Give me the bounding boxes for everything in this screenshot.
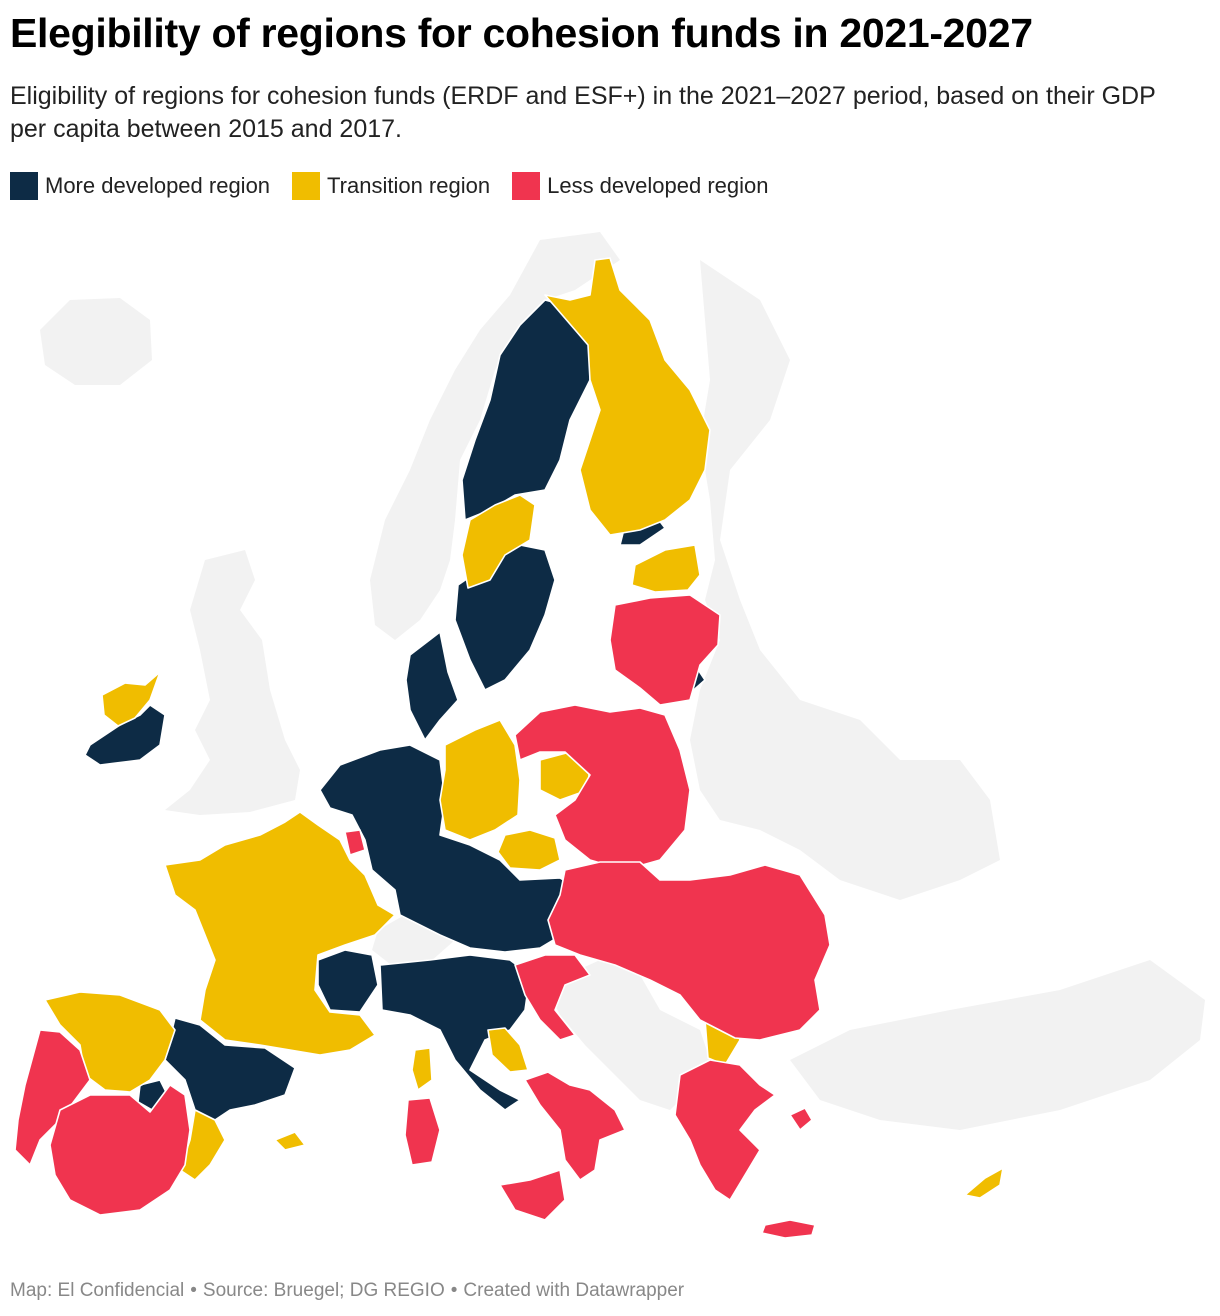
northern-ireland-region xyxy=(101,671,161,727)
finland-region xyxy=(544,257,711,536)
map-title: Elegibility of regions for cohesion fund… xyxy=(10,10,1033,56)
legend: More developed region Transition region … xyxy=(10,172,790,200)
norway-shape xyxy=(370,232,620,640)
slovakia-hungary-romania-region xyxy=(547,861,831,1041)
legend-item-transition: Transition region xyxy=(292,172,490,200)
cyprus-region xyxy=(964,1167,1004,1199)
less-developed-regions xyxy=(14,594,831,1239)
greece-region xyxy=(674,1059,776,1201)
europe-map xyxy=(14,232,1205,1239)
map-subtitle: Eligibility of regions for cohesion fund… xyxy=(10,82,1156,143)
latvia-lithuania-region xyxy=(609,594,721,706)
denmark-region xyxy=(405,631,459,741)
non-eu-land xyxy=(40,232,1205,1130)
balearic-region xyxy=(274,1131,306,1151)
eastern-germany-region xyxy=(439,719,521,841)
abruzzo-region xyxy=(487,1027,529,1073)
crete-region xyxy=(761,1219,816,1239)
sardinia-region xyxy=(404,1097,441,1166)
footer: Map: El Confidencial • Source: Bruegel; DG… xyxy=(10,1280,684,1302)
southern-italy-region xyxy=(524,1071,626,1181)
russia-belarus-ukraine-shape xyxy=(690,260,1000,900)
croatia-region xyxy=(514,954,591,1041)
corsica-region xyxy=(411,1047,433,1091)
balkans-shape xyxy=(545,960,710,1110)
sicily-region xyxy=(499,1169,566,1221)
legend-swatch-less-developed xyxy=(512,172,541,200)
footer-separator: • xyxy=(450,1280,458,1301)
turkey-shape xyxy=(790,960,1205,1130)
estonia-region xyxy=(631,544,701,593)
legend-label: Transition region xyxy=(327,173,491,198)
czechia-region xyxy=(497,829,561,871)
southern-spain-region xyxy=(49,1084,191,1216)
legend-swatch-more-developed xyxy=(10,172,38,200)
west-bohemia-region xyxy=(344,829,366,856)
footer-separator: • xyxy=(190,1280,197,1301)
footer-created-with: Created with Datawrapper xyxy=(463,1280,685,1301)
legend-swatch-transition xyxy=(292,172,321,200)
rhone-alpes-region xyxy=(317,949,379,1013)
central-sweden-region xyxy=(461,494,536,589)
aegean-islands-region xyxy=(789,1107,813,1131)
great-britain-shape xyxy=(165,550,300,815)
catalonia-aragon-region xyxy=(164,1017,296,1121)
footer-source: Source: Bruegel; DG REGIO xyxy=(202,1280,445,1301)
legend-item-more-developed: More developed region xyxy=(10,172,270,200)
portugal-region xyxy=(14,1029,91,1166)
legend-item-less-developed: Less developed region xyxy=(512,172,768,200)
northern-spain-region xyxy=(44,991,176,1093)
legend-label: Less developed region xyxy=(547,173,769,198)
france-region xyxy=(164,811,396,1056)
northern-italy-region xyxy=(379,954,531,1111)
iceland-shape xyxy=(40,298,152,385)
transition-regions xyxy=(44,257,1004,1199)
legend-label: More developed region xyxy=(45,173,271,198)
footer-map-credit: Map: El Confidencial xyxy=(10,1280,185,1301)
